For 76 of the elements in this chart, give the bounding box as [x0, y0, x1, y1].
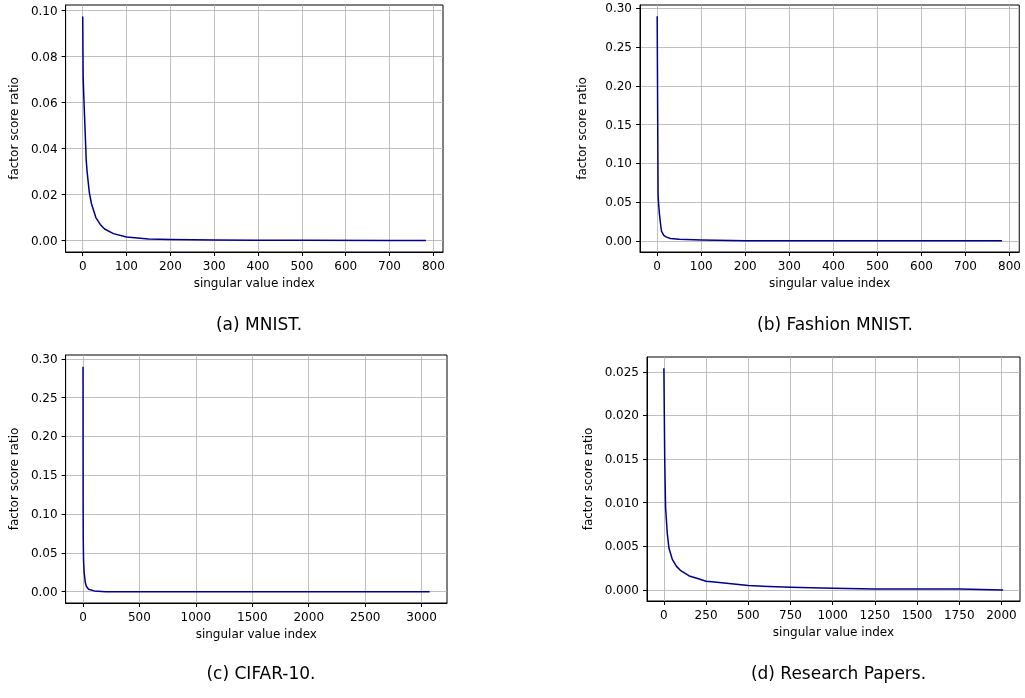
x-tick-label: 500 [865, 259, 889, 273]
x-tick-label: 0 [79, 610, 87, 624]
y-tick-label: 0.10 [30, 507, 58, 522]
x-tick-label: 200 [733, 259, 757, 273]
x-tick-label: 500 [127, 610, 151, 624]
x-tick-label: 2000 [293, 610, 325, 624]
x-tick-label: 1000 [180, 610, 212, 624]
line-series [81, 15, 427, 242]
x-tick-label: 1500 [237, 610, 268, 624]
y-axis-title: factor score ratio [575, 77, 589, 180]
x-tick-label: 0 [78, 259, 87, 273]
y-tick-label: 0.20 [605, 78, 632, 93]
y-tick-label: 0.25 [30, 390, 58, 405]
x-tick-label: 500 [290, 259, 314, 273]
y-tick-label: 0.00 [605, 233, 632, 248]
y-tick-label: 0.30 [30, 351, 58, 366]
y-tick-label: 0.08 [30, 49, 58, 64]
y-tick-label: 0.02 [30, 187, 58, 202]
x-axis-title: singular value index [768, 275, 891, 290]
x-tick-label: 800 [421, 259, 445, 273]
line-series [663, 367, 1004, 591]
x-tick-label: 800 [998, 259, 1021, 273]
y-axis-title: factor score ratio [7, 427, 21, 531]
x-tick-label: 100 [115, 259, 138, 273]
y-tick-label: 0.10 [605, 156, 632, 171]
text: (c) CIFAR-10. [206, 662, 316, 683]
x-tick-label: 300 [202, 259, 226, 273]
x-tick-label: 1750 [943, 608, 975, 622]
x-tick-label: 1000 [817, 608, 848, 622]
x-tick-label: 250 [694, 608, 718, 622]
y-tick-label: 0.20 [30, 429, 58, 444]
text: (d) Research Papers. [750, 662, 927, 683]
x-tick-label: 750 [779, 608, 802, 622]
line-series [656, 15, 1003, 242]
y-tick-label: 0.010 [604, 495, 639, 510]
x-tick-label: 300 [777, 259, 801, 273]
y-tick-label: 0.020 [604, 408, 639, 423]
y-tick-label: 0.00 [30, 233, 58, 248]
y-axis-title: factor score ratio [7, 77, 21, 180]
y-tick-label: 0.06 [30, 95, 58, 110]
y-tick-label: 0.30 [605, 1, 632, 16]
y-tick-label: 0.015 [604, 452, 639, 467]
y-tick-label: 0.025 [604, 364, 639, 379]
y-tick-label: 0.000 [604, 582, 639, 597]
text: (a) MNIST. [215, 313, 303, 334]
y-axis-title: factor score ratio [580, 427, 595, 531]
y-tick-label: 0.25 [605, 40, 632, 55]
x-tick-label: 1500 [901, 608, 933, 622]
line-series [82, 365, 431, 593]
x-tick-label: 500 [736, 608, 760, 622]
x-axis-title: singular value index [195, 626, 317, 641]
x-tick-label: 700 [954, 259, 977, 273]
x-axis-title: singular value index [193, 275, 315, 290]
x-tick-label: 400 [246, 259, 270, 273]
y-tick-label: 0.005 [604, 539, 639, 554]
x-tick-label: 600 [910, 259, 933, 273]
x-tick-label: 100 [689, 259, 713, 273]
y-tick-label: 0.15 [30, 468, 58, 483]
y-tick-label: 0.15 [605, 117, 632, 132]
x-tick-label: 1250 [859, 608, 891, 622]
x-axis-title: singular value index [772, 624, 895, 639]
y-tick-label: 0.10 [30, 3, 58, 18]
y-tick-label: 0.04 [30, 141, 58, 156]
x-tick-label: 400 [821, 259, 845, 273]
x-tick-label: 2500 [349, 610, 381, 624]
x-tick-label: 600 [334, 259, 358, 273]
y-tick-label: 0.00 [30, 584, 58, 599]
x-tick-label: 700 [378, 259, 401, 273]
x-tick-label: 0 [660, 608, 668, 622]
text: (b) Fashion MNIST. [757, 313, 913, 334]
x-tick-label: 200 [158, 259, 182, 273]
x-tick-label: 0 [653, 259, 661, 273]
x-tick-label: 3000 [406, 610, 437, 624]
y-tick-label: 0.05 [30, 545, 58, 560]
y-tick-label: 0.05 [605, 195, 632, 210]
x-tick-label: 2000 [986, 608, 1017, 622]
